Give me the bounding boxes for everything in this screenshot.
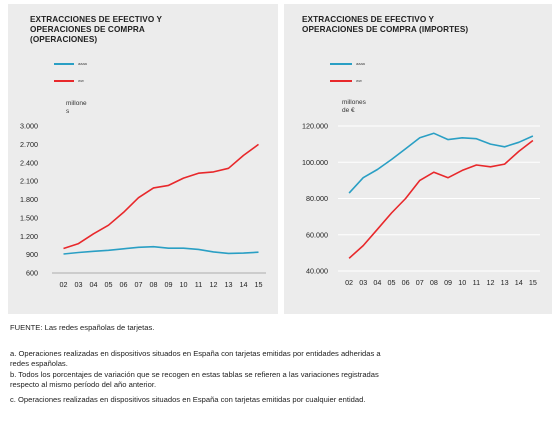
- y-tick-label: 600: [26, 269, 38, 278]
- legend-label-blue: aaaa: [78, 61, 87, 66]
- x-tick-label: 04: [373, 278, 381, 287]
- series-line-red: [348, 139, 534, 259]
- x-tick-label: 12: [210, 280, 218, 289]
- line-chart-operaciones: 3.000 2.700 2.400 2.100 1.800 1.500 1.200 900 60…: [20, 122, 266, 289]
- footnote-c: c. Operaciones realizadas en dispositivo…: [10, 395, 366, 404]
- x-tick-label: 04: [90, 280, 98, 289]
- x-tick-label: 02: [60, 280, 68, 289]
- footnote-b: b. Todos los porcentajes de variación qu…: [10, 370, 379, 389]
- legend-swatch-red: [330, 80, 352, 82]
- x-tick-label: 08: [430, 278, 438, 287]
- y-tick-label: 1.800: [20, 195, 38, 204]
- x-tick-label: 09: [444, 278, 452, 287]
- x-tick-label: 07: [135, 280, 143, 289]
- y-tick-label: 60.000: [306, 230, 328, 239]
- y-tick-label: 3.000: [20, 122, 38, 131]
- x-tick-label: 14: [515, 278, 523, 287]
- source-note: FUENTE: Las redes españolas de tarjetas.: [10, 323, 155, 332]
- x-tick-label: 02: [345, 278, 353, 287]
- y-tick-label: 100.000: [302, 158, 328, 167]
- x-tick-label: 14: [240, 280, 248, 289]
- x-tick-label: 06: [120, 280, 128, 289]
- x-tick-label: 05: [388, 278, 396, 287]
- y-tick-label: 2.100: [20, 177, 38, 186]
- x-tick-label: 13: [225, 280, 233, 289]
- x-tick-label: 12: [487, 278, 495, 287]
- x-tick-label: 10: [180, 280, 188, 289]
- y-unit-label: millone s: [66, 100, 87, 115]
- y-tick-label: 2.400: [20, 158, 38, 167]
- series-line-blue: [63, 245, 259, 255]
- footnote-a: a. Operaciones realizadas en dispositivo…: [10, 349, 381, 368]
- series-line-blue: [348, 132, 534, 194]
- y-tick-label: 2.700: [20, 140, 38, 149]
- x-tick-label: 03: [359, 278, 367, 287]
- legend-label-red: ww: [78, 78, 84, 83]
- x-tick-label: 03: [75, 280, 83, 289]
- y-tick-label: 1.500: [20, 213, 38, 222]
- chart-panel-operaciones: EXTRACCIONES DE EFECTIVO Y OPERACIONES D…: [8, 4, 278, 314]
- x-tick-label: 08: [150, 280, 158, 289]
- legend-label-red: ww: [356, 78, 362, 83]
- line-chart-importes: 120.000 100.000 80.000 60.000 40.000 02 03 04 05…: [302, 122, 540, 287]
- x-tick-label: 06: [402, 278, 410, 287]
- legend-swatch-red: [54, 80, 74, 82]
- x-tick-label: 09: [165, 280, 173, 289]
- chart-title: EXTRACCIONES DE EFECTIVO Y OPERACIONES D…: [30, 15, 163, 44]
- x-tick-label: 15: [529, 278, 537, 287]
- y-tick-label: 1.200: [20, 232, 38, 241]
- y-tick-label: 120.000: [302, 122, 328, 131]
- x-tick-label: 10: [458, 278, 466, 287]
- y-tick-label: 80.000: [306, 194, 328, 203]
- y-tick-label: 900: [26, 250, 38, 259]
- chart-panel-importes: EXTRACCIONES DE EFECTIVO Y OPERACIONES D…: [284, 4, 552, 314]
- x-tick-label: 11: [473, 278, 480, 287]
- y-unit-label: millones de €: [342, 99, 366, 114]
- x-tick-label: 05: [105, 280, 113, 289]
- legend-swatch-blue: [54, 63, 74, 65]
- x-tick-label: 11: [195, 280, 202, 289]
- series-line-red: [63, 143, 259, 250]
- chart-title: EXTRACCIONES DE EFECTIVO Y OPERACIONES D…: [302, 15, 469, 34]
- x-tick-label: 13: [501, 278, 509, 287]
- legend-swatch-blue: [330, 63, 352, 65]
- y-tick-label: 40.000: [306, 267, 328, 276]
- legend-label-blue: aaaa: [356, 61, 365, 66]
- x-tick-label: 15: [255, 280, 263, 289]
- x-tick-label: 07: [416, 278, 424, 287]
